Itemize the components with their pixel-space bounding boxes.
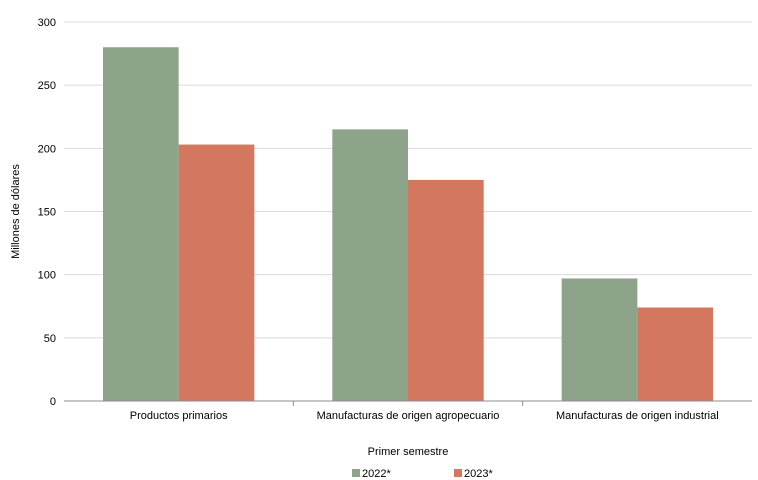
legend-label: 2023*	[464, 468, 493, 480]
bar-2022-2	[332, 129, 408, 401]
y-tick-label: 150	[38, 207, 56, 219]
y-tick-label: 100	[38, 270, 56, 282]
bar-2023-1	[178, 144, 255, 401]
bar-2022-1	[102, 47, 179, 402]
legend-swatch	[352, 469, 360, 477]
y-axis-title: Millones de dólares	[10, 164, 22, 259]
y-tick-label: 200	[38, 143, 56, 155]
x-category-label: Productos primarios	[130, 410, 228, 422]
x-category-label: Manufacturas de origen industrial	[556, 410, 719, 422]
legend-swatch	[454, 469, 462, 477]
y-tick-label: 0	[50, 396, 56, 408]
axes: 0 50 100 150 200 250 300 Productos primarios Man…	[38, 17, 752, 422]
bars	[102, 47, 714, 402]
y-tick-label: 300	[38, 17, 56, 29]
x-axis-title: Primer semestre	[368, 446, 449, 458]
bar-2022-3	[561, 278, 638, 401]
legend-label: 2022*	[362, 468, 391, 480]
x-category-label: Manufacturas de origen agropecuario	[317, 410, 500, 422]
bar-2023-3	[637, 307, 714, 401]
bar-2023-2	[408, 179, 484, 401]
y-tick-label: 250	[38, 80, 56, 92]
y-tick-label: 50	[44, 333, 56, 345]
legend: 2022* 2023*	[352, 468, 493, 480]
